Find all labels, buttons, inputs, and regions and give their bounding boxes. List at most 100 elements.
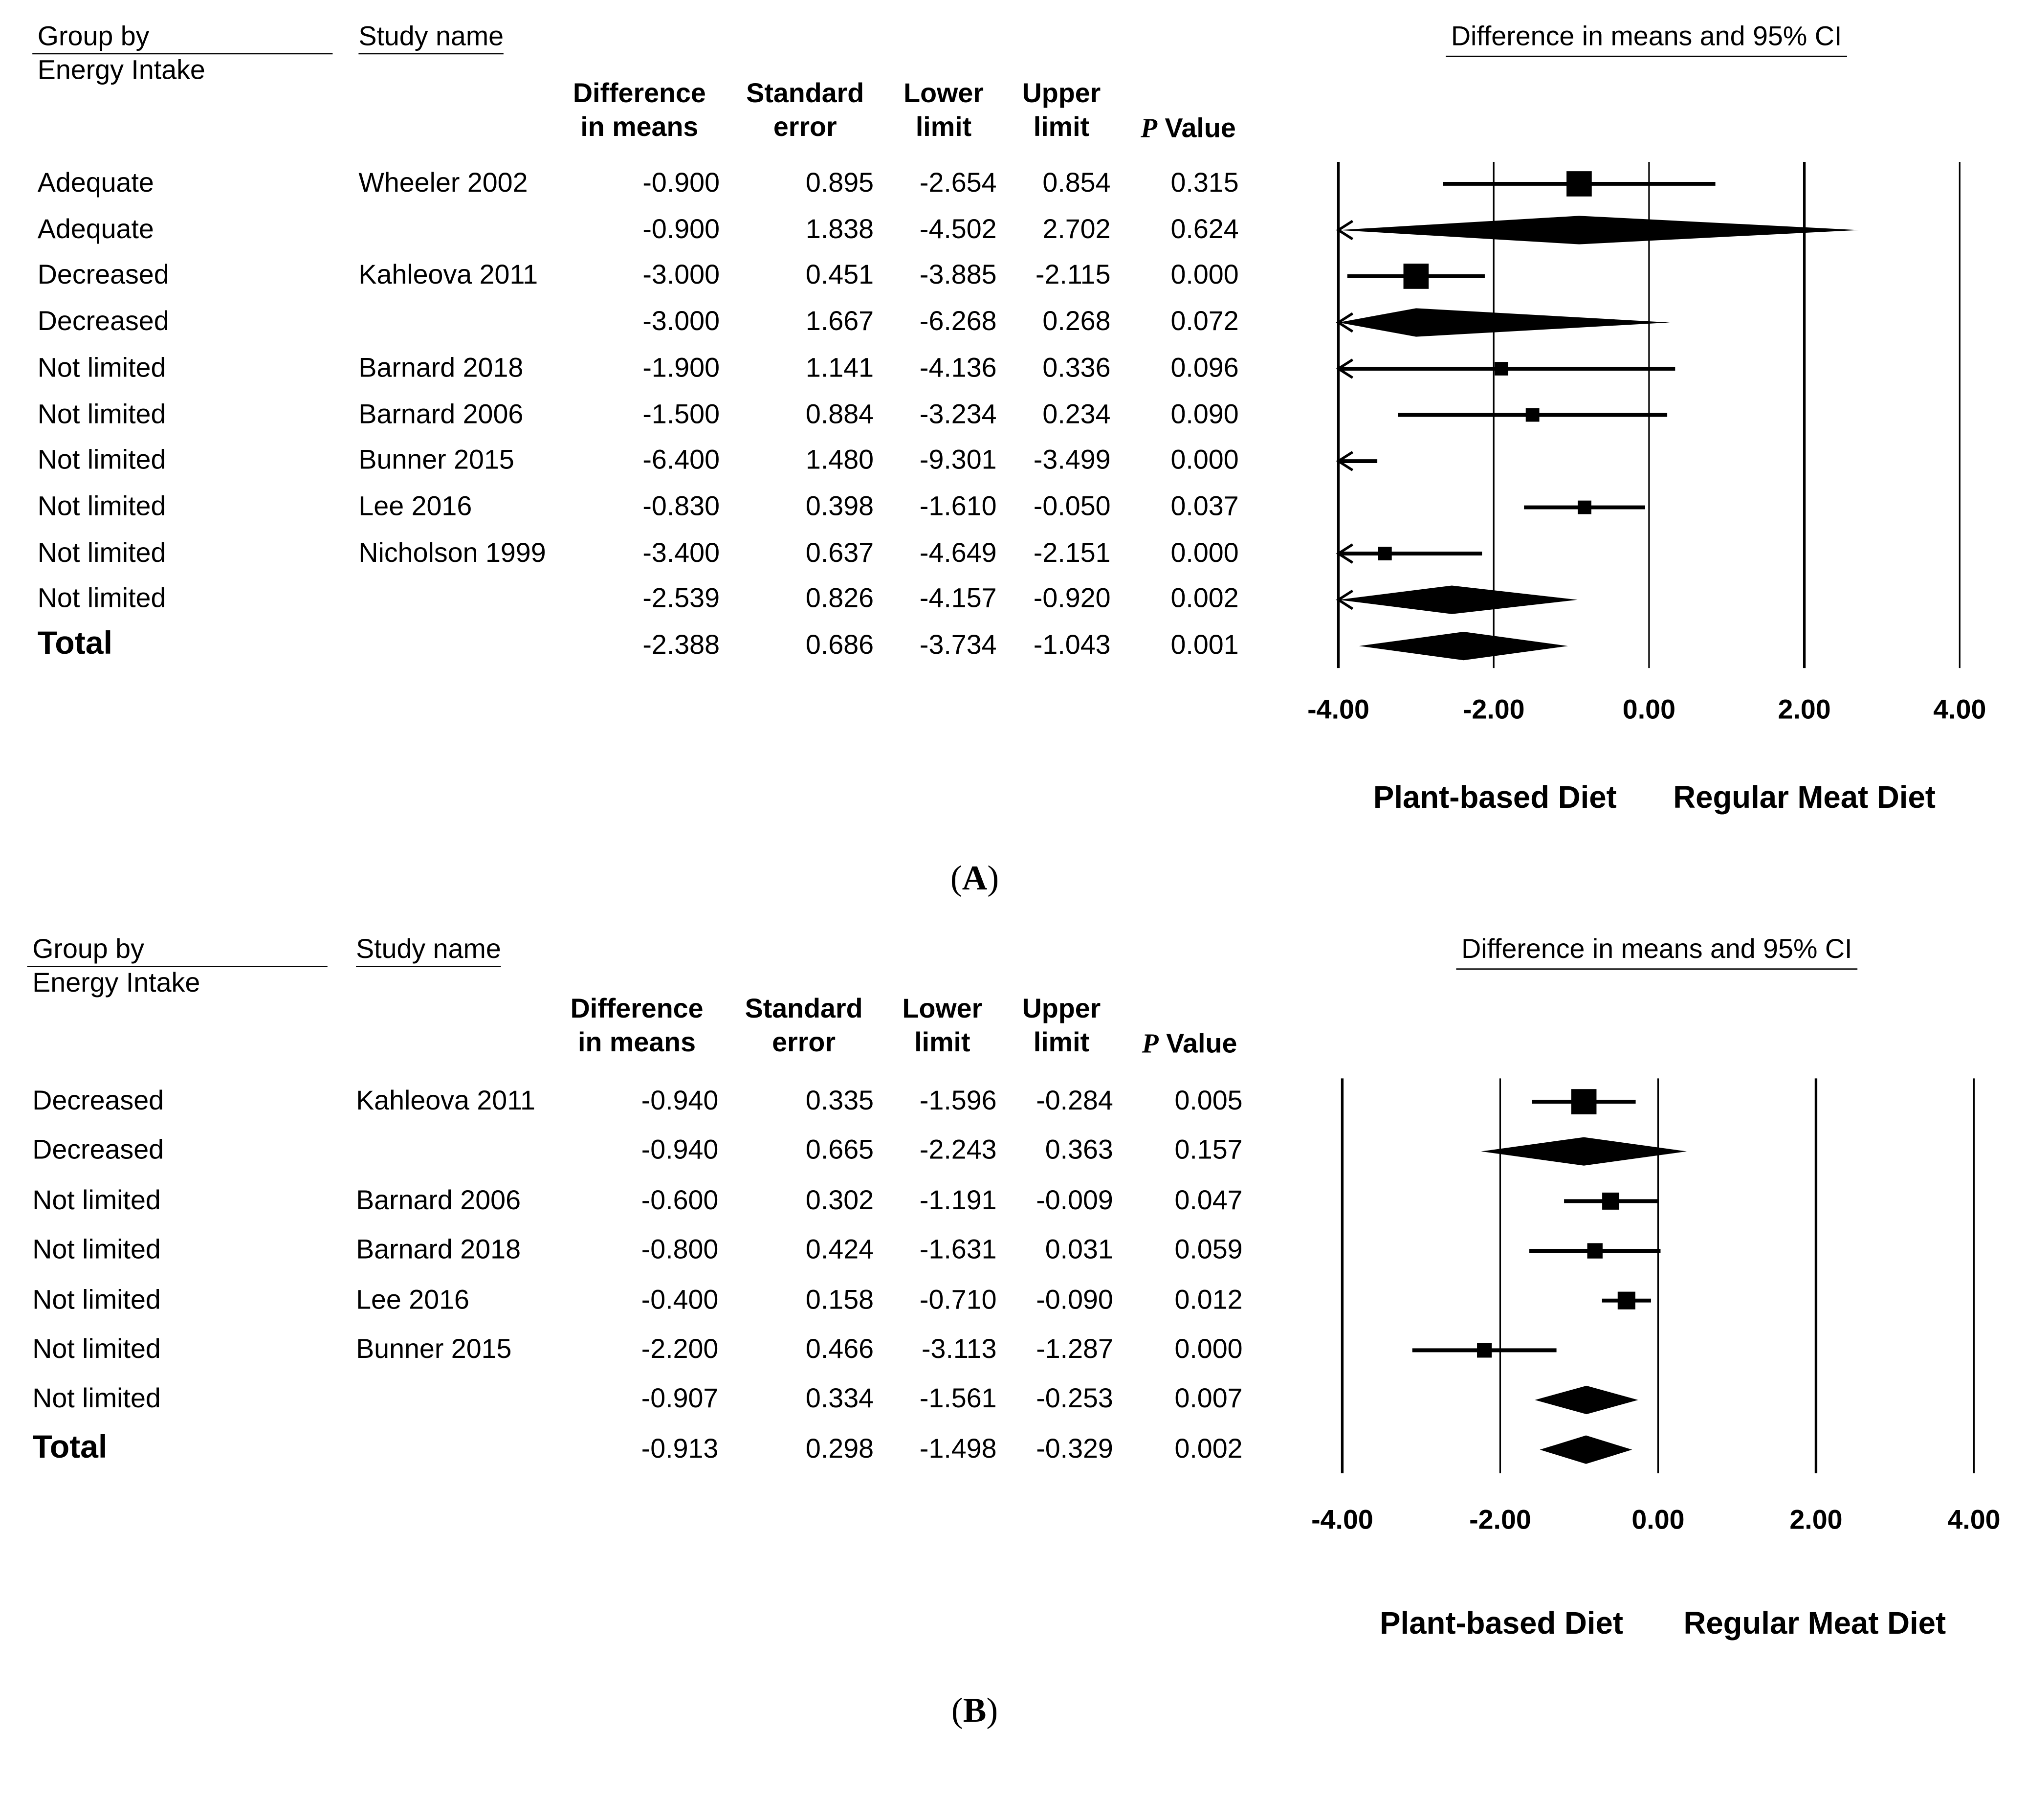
- forest-plot-A: [1336, 161, 1961, 668]
- point-estimate: [1578, 500, 1591, 514]
- upper-cell: -2.115: [1036, 261, 1111, 291]
- truncation-arrow: [1336, 543, 1354, 564]
- column-header-se-line1: Standard: [746, 79, 864, 109]
- group-cell: Adequate: [37, 168, 154, 199]
- point-estimate: [1566, 171, 1592, 197]
- upper-cell: -1.287: [1036, 1334, 1113, 1365]
- p-cell: 0.005: [1174, 1086, 1243, 1116]
- se-cell: 0.335: [805, 1086, 874, 1116]
- lower-cell: -1.596: [919, 1086, 997, 1116]
- upper-cell: 0.336: [1042, 353, 1111, 383]
- x-tick-label: 4.00: [1947, 1506, 2001, 1535]
- column-header-se-line2: error: [773, 112, 837, 143]
- upper-cell: 0.234: [1042, 399, 1111, 429]
- column-header-upper-line2: limit: [1033, 112, 1090, 143]
- se-cell: 0.665: [805, 1135, 874, 1166]
- p-cell: 0.000: [1170, 538, 1239, 568]
- energy-intake-header: Energy Intake: [37, 55, 205, 86]
- se-cell: 1.667: [805, 307, 874, 337]
- study-cell: Barnard 2006: [358, 399, 524, 429]
- diff-cell: -0.940: [641, 1086, 719, 1116]
- panel-label: (B): [951, 1691, 998, 1731]
- diff-cell: -1.900: [642, 353, 720, 383]
- lower-cell: -2.243: [919, 1135, 997, 1166]
- x-tick-label: 0.00: [1622, 695, 1676, 725]
- total-diamond: [1540, 1435, 1632, 1464]
- group-cell: Not limited: [37, 353, 166, 383]
- point-estimate: [1571, 1089, 1597, 1114]
- ci-title: Difference in means and 95% CI: [1461, 934, 1852, 965]
- group-cell: Adequate: [37, 214, 154, 244]
- x-tick-label: -4.00: [1311, 1506, 1373, 1535]
- diff-cell: -2.200: [641, 1334, 719, 1365]
- p-cell: 0.000: [1170, 261, 1239, 291]
- group-cell: Total: [32, 1429, 108, 1465]
- column-header-diff: Difference in means: [573, 78, 706, 146]
- group-by-header: Group by: [32, 934, 144, 965]
- p-cell: 0.096: [1170, 353, 1239, 383]
- se-cell: 0.451: [805, 261, 874, 291]
- diff-cell: -2.539: [642, 584, 720, 614]
- upper-cell: -0.009: [1036, 1185, 1113, 1216]
- study-cell: Kahleova 2011: [358, 261, 538, 291]
- diff-cell: -0.400: [641, 1285, 719, 1315]
- column-header-lower: Lower limit: [903, 78, 984, 146]
- point-estimate: [1378, 547, 1392, 560]
- p-value-word: Value: [1157, 113, 1236, 144]
- diff-cell: -3.000: [642, 261, 720, 291]
- upper-cell: 0.031: [1045, 1235, 1113, 1265]
- p-cell: 0.157: [1174, 1135, 1243, 1166]
- upper-cell: -3.499: [1033, 445, 1111, 476]
- column-header-lower-line2: limit: [915, 112, 972, 143]
- upper-cell: 2.702: [1042, 214, 1111, 244]
- truncation-arrow: [1336, 220, 1354, 241]
- column-header-upper-line1: Upper: [1022, 994, 1101, 1024]
- se-cell: 1.141: [805, 353, 874, 383]
- p-cell: 0.001: [1170, 630, 1239, 661]
- diff-cell: -0.800: [641, 1235, 719, 1265]
- p-cell: 0.037: [1170, 491, 1239, 522]
- subtotal-diamond: [1338, 216, 1859, 244]
- diff-cell: -3.000: [642, 307, 720, 337]
- right-direction-label: Regular Meat Diet: [1673, 780, 1936, 816]
- study-name-underline: [356, 966, 501, 967]
- study-name-underline: [358, 53, 504, 55]
- study-cell: Bunner 2015: [356, 1334, 512, 1365]
- point-estimate: [1602, 1192, 1620, 1210]
- upper-cell: -0.090: [1036, 1285, 1113, 1315]
- p-letter: P: [1142, 1028, 1159, 1059]
- se-cell: 1.480: [805, 445, 874, 476]
- p-cell: 0.012: [1174, 1285, 1243, 1315]
- diff-cell: -2.388: [642, 630, 720, 661]
- study-cell: Bunner 2015: [358, 445, 514, 476]
- column-header-upper: Upper limit: [1022, 993, 1101, 1061]
- column-header-diff-line1: Difference: [573, 79, 706, 109]
- column-header-diff-line2: in means: [580, 112, 699, 143]
- group-cell: Not limited: [32, 1285, 161, 1315]
- study-name-header: Study name: [356, 934, 501, 965]
- lower-cell: -4.649: [919, 538, 997, 568]
- subtotal-diamond: [1338, 585, 1578, 614]
- upper-cell: -0.253: [1036, 1384, 1113, 1415]
- group-cell: Decreased: [37, 307, 169, 337]
- se-cell: 0.884: [805, 399, 874, 429]
- column-header-p-value: P Value: [1142, 1026, 1237, 1062]
- point-estimate: [1495, 362, 1508, 376]
- p-cell: 0.000: [1170, 445, 1239, 476]
- diff-cell: -0.940: [641, 1135, 719, 1166]
- lower-cell: -3.113: [922, 1334, 997, 1365]
- upper-cell: 0.268: [1042, 307, 1111, 337]
- diff-cell: -0.900: [642, 214, 720, 244]
- se-cell: 0.895: [805, 168, 874, 199]
- se-cell: 0.298: [805, 1434, 874, 1464]
- column-header-lower-line1: Lower: [903, 79, 984, 109]
- upper-cell: -1.043: [1033, 630, 1111, 661]
- upper-cell: 0.363: [1045, 1135, 1113, 1166]
- column-header-upper: Upper limit: [1022, 78, 1101, 146]
- group-by-header: Group by: [37, 22, 150, 52]
- x-tick-label: -2.00: [1469, 1506, 1531, 1535]
- lower-cell: -4.136: [919, 353, 997, 383]
- point-estimate: [1617, 1291, 1635, 1310]
- group-cell: Total: [37, 625, 113, 662]
- column-header-lower: Lower limit: [903, 993, 983, 1061]
